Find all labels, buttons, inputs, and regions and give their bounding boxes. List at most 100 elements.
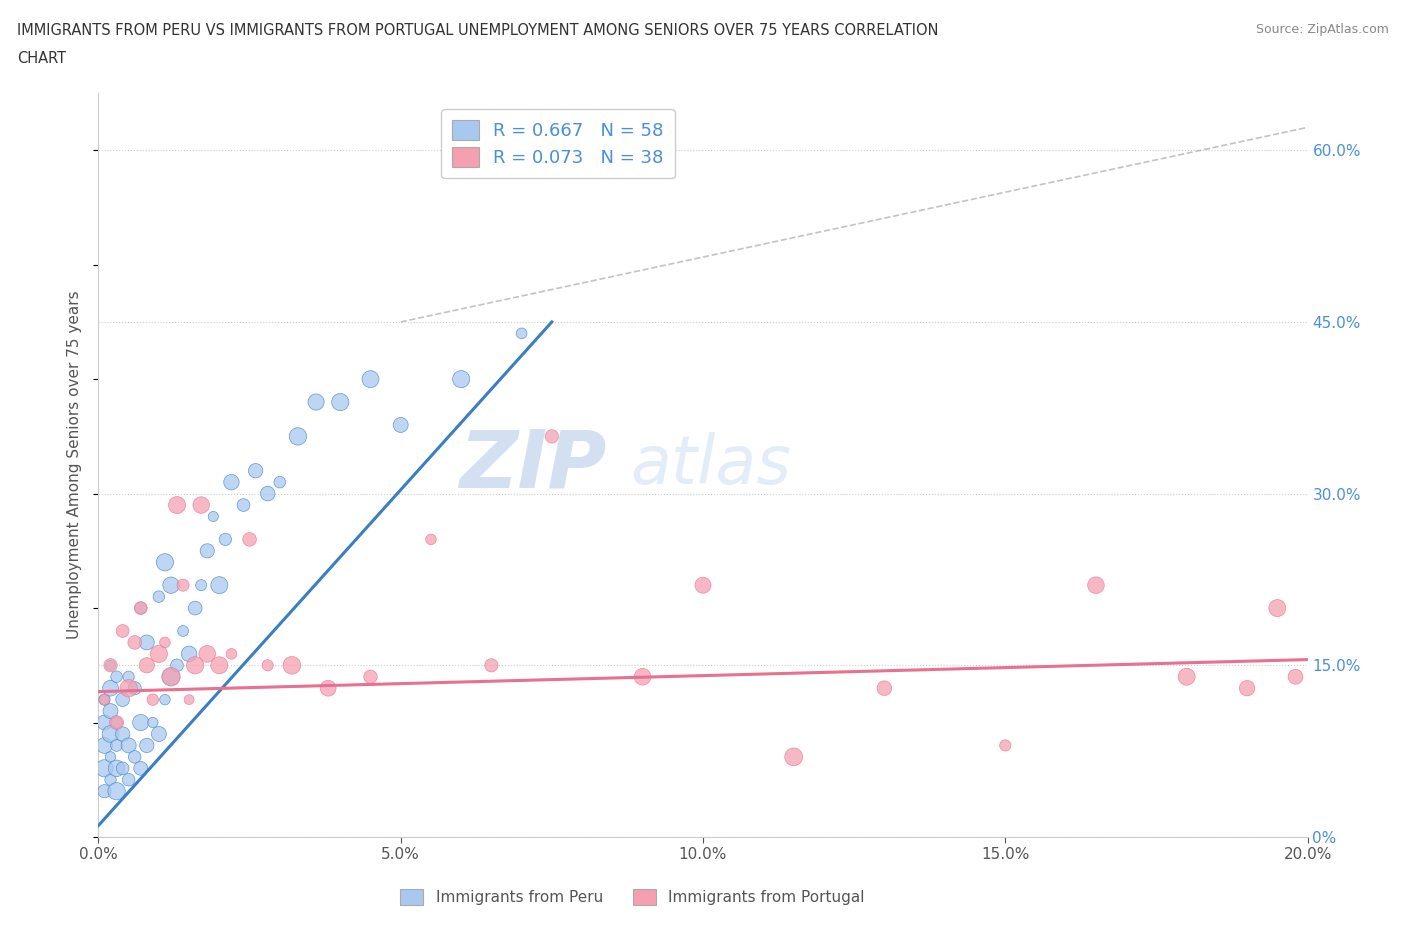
Point bbox=[148, 726, 170, 741]
Point bbox=[100, 704, 122, 719]
Text: CHART: CHART bbox=[17, 51, 66, 66]
Point bbox=[360, 372, 382, 387]
Point bbox=[93, 738, 115, 753]
Point bbox=[179, 692, 201, 707]
Y-axis label: Unemployment Among Seniors over 75 years: Unemployment Among Seniors over 75 years bbox=[67, 291, 83, 639]
Point bbox=[118, 670, 141, 684]
Point bbox=[153, 692, 176, 707]
Point bbox=[360, 670, 382, 684]
Point bbox=[172, 578, 194, 592]
Point bbox=[100, 681, 122, 696]
Point bbox=[195, 646, 218, 661]
Point bbox=[692, 578, 714, 592]
Point bbox=[100, 726, 122, 741]
Point bbox=[100, 658, 122, 672]
Point bbox=[510, 326, 533, 340]
Point bbox=[111, 623, 134, 638]
Point bbox=[316, 681, 339, 696]
Point bbox=[105, 670, 128, 684]
Point bbox=[232, 498, 254, 512]
Point bbox=[184, 601, 207, 616]
Point bbox=[281, 658, 304, 672]
Point bbox=[124, 635, 146, 650]
Point bbox=[118, 738, 141, 753]
Point bbox=[105, 715, 128, 730]
Point bbox=[93, 784, 115, 799]
Point bbox=[118, 681, 141, 696]
Point bbox=[118, 772, 141, 787]
Point bbox=[135, 738, 157, 753]
Point bbox=[166, 498, 188, 512]
Point bbox=[172, 623, 194, 638]
Point bbox=[135, 635, 157, 650]
Point bbox=[994, 738, 1017, 753]
Point bbox=[105, 761, 128, 776]
Point bbox=[631, 670, 654, 684]
Point bbox=[571, 131, 593, 146]
Point bbox=[105, 738, 128, 753]
Point bbox=[1175, 670, 1198, 684]
Point bbox=[221, 646, 243, 661]
Point bbox=[179, 646, 201, 661]
Point bbox=[166, 658, 188, 672]
Point bbox=[142, 692, 165, 707]
Legend: R = 0.667   N = 58, R = 0.073   N = 38: R = 0.667 N = 58, R = 0.073 N = 38 bbox=[441, 110, 675, 179]
Point bbox=[160, 670, 183, 684]
Point bbox=[1267, 601, 1289, 616]
Point bbox=[153, 635, 176, 650]
Point bbox=[305, 394, 328, 409]
Point bbox=[111, 692, 134, 707]
Point bbox=[389, 418, 412, 432]
Point bbox=[329, 394, 352, 409]
Point bbox=[105, 715, 128, 730]
Point bbox=[1236, 681, 1258, 696]
Point bbox=[129, 601, 152, 616]
Point bbox=[184, 658, 207, 672]
Point bbox=[1284, 670, 1306, 684]
Point bbox=[208, 658, 231, 672]
Point bbox=[873, 681, 896, 696]
Point bbox=[142, 715, 165, 730]
Point bbox=[111, 726, 134, 741]
Point bbox=[105, 784, 128, 799]
Point bbox=[190, 578, 212, 592]
Point bbox=[420, 532, 443, 547]
Point bbox=[190, 498, 212, 512]
Point bbox=[214, 532, 236, 547]
Point bbox=[153, 555, 176, 570]
Point bbox=[256, 658, 278, 672]
Text: ZIP: ZIP bbox=[458, 426, 606, 504]
Point bbox=[93, 715, 115, 730]
Point bbox=[129, 761, 152, 776]
Point bbox=[111, 761, 134, 776]
Point bbox=[481, 658, 503, 672]
Point bbox=[245, 463, 267, 478]
Point bbox=[93, 761, 115, 776]
Point bbox=[239, 532, 262, 547]
Point bbox=[256, 486, 278, 501]
Point bbox=[208, 578, 231, 592]
Point bbox=[124, 750, 146, 764]
Point bbox=[135, 658, 157, 672]
Point bbox=[124, 681, 146, 696]
Point bbox=[93, 692, 115, 707]
Point bbox=[100, 658, 122, 672]
Point bbox=[93, 692, 115, 707]
Point bbox=[100, 772, 122, 787]
Legend: Immigrants from Peru, Immigrants from Portugal: Immigrants from Peru, Immigrants from Po… bbox=[394, 883, 872, 911]
Point bbox=[783, 750, 806, 764]
Point bbox=[129, 715, 152, 730]
Point bbox=[195, 543, 218, 558]
Text: Source: ZipAtlas.com: Source: ZipAtlas.com bbox=[1256, 23, 1389, 36]
Point bbox=[540, 429, 562, 444]
Point bbox=[160, 578, 183, 592]
Point bbox=[100, 750, 122, 764]
Point bbox=[1085, 578, 1108, 592]
Point bbox=[129, 601, 152, 616]
Point bbox=[221, 474, 243, 489]
Point bbox=[287, 429, 309, 444]
Point bbox=[450, 372, 472, 387]
Text: atlas: atlas bbox=[630, 432, 792, 498]
Point bbox=[202, 509, 225, 524]
Point bbox=[160, 670, 183, 684]
